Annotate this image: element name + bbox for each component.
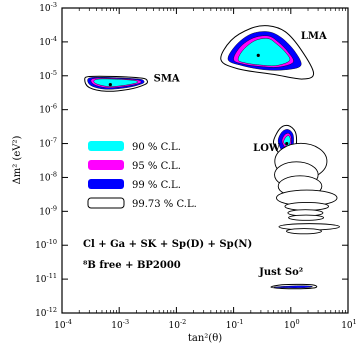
legend-label-90-c-l: 90 % C.L. bbox=[132, 142, 181, 153]
labels-layer: LMA SMA LOW Just So² Cl + Ga + SK + Sp(D) + … bbox=[83, 31, 327, 278]
y-tick-label: 10-12 bbox=[35, 306, 57, 319]
region-label-justso: Just So² bbox=[258, 267, 303, 278]
region-low bbox=[272, 124, 340, 235]
best-fit-point-lma bbox=[256, 53, 260, 57]
x-tick-label: 10-3 bbox=[111, 318, 129, 331]
x-tick-label: 100 bbox=[284, 318, 300, 331]
legend-swatch-95-c-l bbox=[88, 160, 124, 170]
y-tick-label: 10-3 bbox=[39, 1, 57, 14]
y-tick-label: 10-11 bbox=[35, 272, 57, 285]
contour-lma-90-c-l bbox=[237, 38, 291, 67]
y-tick-label: 10-6 bbox=[39, 103, 57, 116]
region-sma bbox=[84, 75, 149, 92]
x-tick-label: 10-2 bbox=[169, 318, 187, 331]
x-tick-label: 101 bbox=[341, 318, 357, 331]
island-low-6 bbox=[288, 214, 325, 221]
legend-label-95-c-l: 95 % C.L. bbox=[132, 161, 181, 172]
note-analysis: Cl + Ga + SK + Sp(D) + Sp(N) bbox=[83, 239, 252, 250]
best-fit-point-sma bbox=[108, 82, 112, 87]
contour-just-so-99-c-l bbox=[273, 285, 313, 289]
x-axis-title: tan²(θ) bbox=[188, 333, 222, 344]
region-label-low: LOW bbox=[253, 143, 281, 154]
y-tick-label: 10-7 bbox=[39, 137, 57, 150]
y-axis-title: Δm² (eV²) bbox=[12, 135, 23, 184]
region-label-sma: SMA bbox=[154, 73, 180, 84]
y-tick-label: 10-10 bbox=[35, 238, 57, 251]
region-just-so bbox=[270, 283, 318, 290]
legend-swatch-90-c-l bbox=[88, 141, 124, 151]
regions-layer bbox=[84, 25, 340, 290]
x-tick-label: 10-4 bbox=[54, 318, 72, 331]
legend-swatch-99-73-c-l bbox=[87, 197, 125, 209]
island-low-4 bbox=[284, 201, 330, 211]
x-tick-label: 10-1 bbox=[226, 318, 244, 331]
contour-sma-90-c-l bbox=[93, 78, 138, 87]
y-tick-label: 10-4 bbox=[39, 35, 57, 48]
island-low-8 bbox=[285, 228, 322, 235]
region-lma bbox=[220, 25, 315, 80]
y-tick-label: 10-5 bbox=[39, 69, 57, 82]
legend-label-99-c-l: 99 % C.L. bbox=[132, 180, 181, 191]
legend: 90 % C.L. 95 % C.L. 99 % C.L. 99.73 % C.L. bbox=[87, 141, 197, 210]
legend-label-99-73-c-l: 99.73 % C.L. bbox=[132, 199, 197, 210]
legend-swatch-99-c-l bbox=[88, 179, 124, 189]
note-flux: ⁸B free + BP2000 bbox=[83, 260, 181, 271]
ticks-layer: 10-4 10-3 10-2 10-1 100 101 10-12 10-11 10-10 10-… bbox=[35, 1, 357, 331]
best-fit-point-low bbox=[285, 141, 289, 146]
plot-frame bbox=[61, 7, 349, 314]
y-tick-label: 10-8 bbox=[39, 170, 57, 183]
y-tick-label: 10-9 bbox=[39, 204, 57, 217]
region-label-lma: LMA bbox=[301, 31, 327, 42]
